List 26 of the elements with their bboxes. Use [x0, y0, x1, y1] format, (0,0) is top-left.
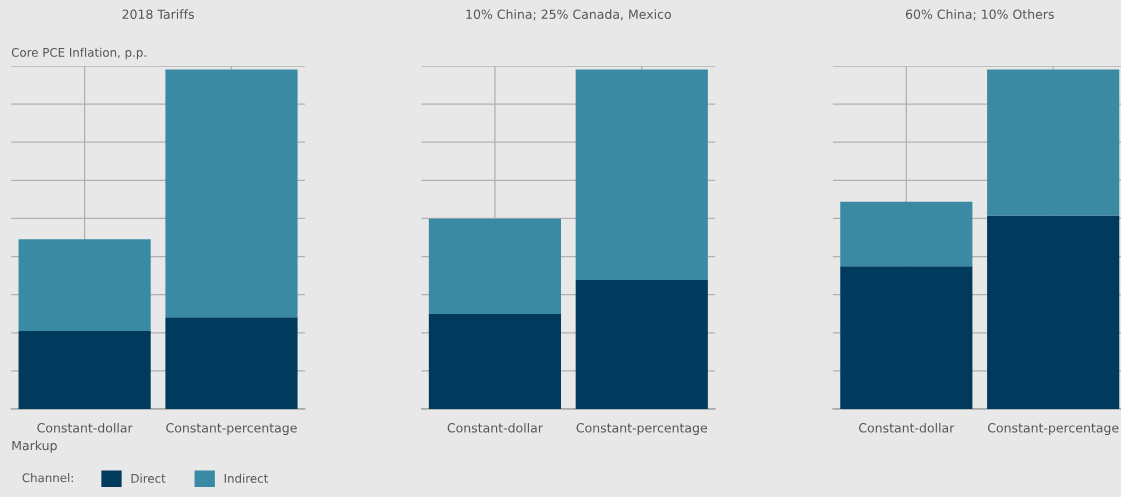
bar	[575, 69, 708, 280]
legend-label: Direct	[131, 473, 166, 483]
x-tick-label: Constant-dollar	[447, 422, 543, 433]
legend-label: Indirect	[224, 473, 268, 483]
x-axis-title: Markup	[12, 440, 57, 453]
x-tick-label: Constant-percentage	[987, 423, 1119, 435]
bar	[18, 330, 151, 409]
x-tick-label: Constant-dollar	[37, 422, 133, 433]
bar	[840, 266, 973, 409]
bar	[18, 239, 151, 331]
bar	[165, 317, 298, 409]
bar	[575, 279, 708, 409]
bar	[840, 201, 973, 267]
y-axis-title: Core PCE Inflation, p.p.	[11, 47, 146, 60]
x-tick-label: Constant-percentage	[576, 423, 708, 435]
bar	[987, 69, 1120, 216]
x-tick-label: Constant-dollar	[859, 422, 955, 433]
x-tick-label: Constant-percentage	[166, 423, 297, 435]
chart-title: 10% China; 25% Canada, Mexico	[466, 9, 671, 21]
chart-title: 2018 Tariffs	[122, 9, 194, 19]
legend-title: Channel:	[22, 473, 73, 483]
bar	[165, 69, 298, 318]
bar	[987, 215, 1120, 409]
chart-title: 60% China; 10% Others	[905, 9, 1054, 21]
bar	[428, 313, 561, 409]
bar	[428, 218, 561, 314]
